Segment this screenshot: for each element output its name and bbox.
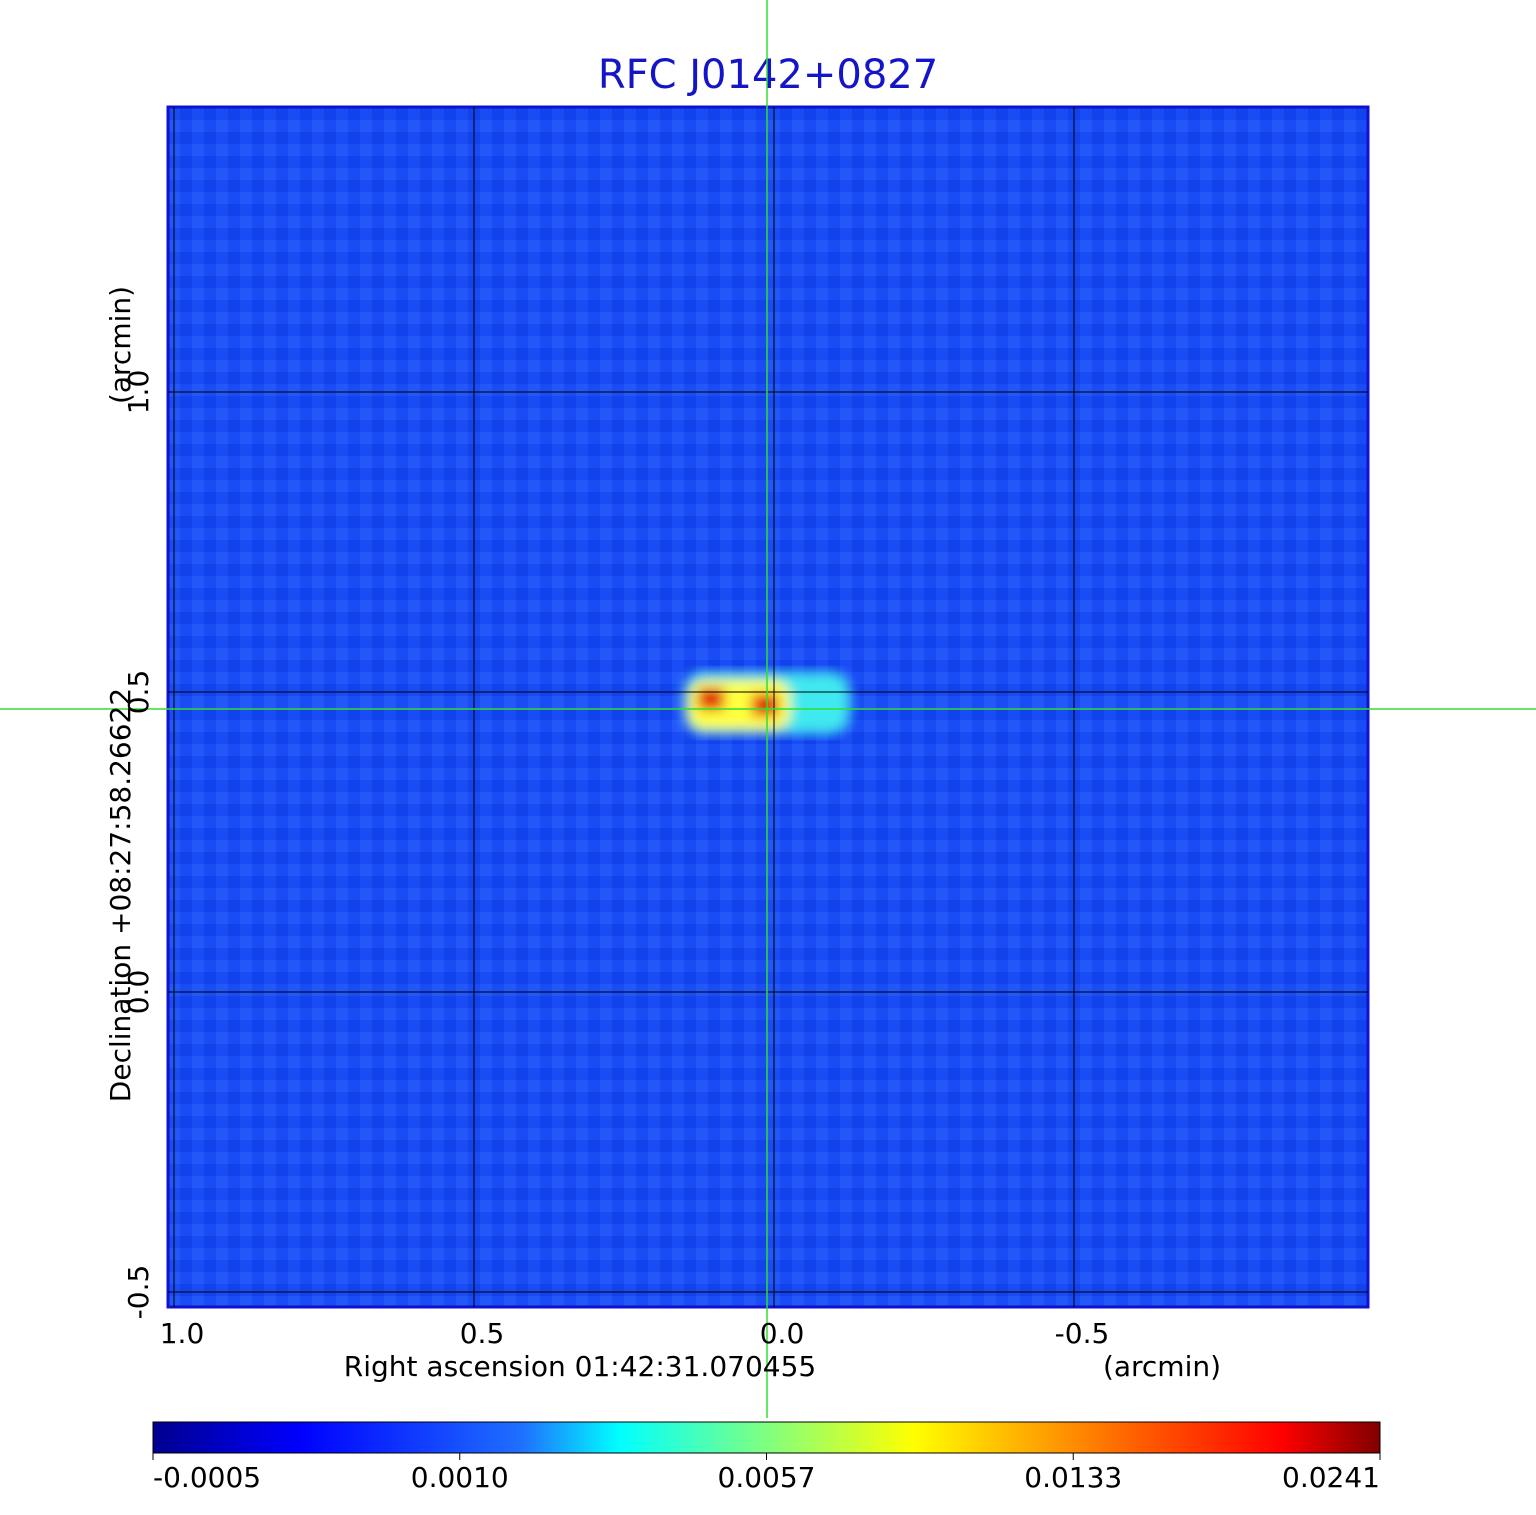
axes	[168, 107, 1368, 1307]
y-axis-unit: (arcmin)	[104, 286, 137, 404]
x-tick-label: -0.5	[1055, 1317, 1110, 1350]
x-axis-unit: (arcmin)	[1103, 1350, 1221, 1383]
y-tick-label: 0.5	[122, 670, 155, 715]
colorbar-tick-label: -0.0005	[153, 1461, 261, 1494]
x-tick-label: 0.0	[760, 1317, 805, 1350]
x-tick-label: 1.0	[160, 1317, 205, 1350]
colorbar-tick-label: 0.0057	[718, 1461, 816, 1494]
colorbar	[152, 1421, 1381, 1454]
colorbar-tick-label: 0.0241	[1282, 1461, 1380, 1494]
colorbar-tick-label: 0.0133	[1024, 1461, 1122, 1494]
y-tick-label: 1.0	[122, 370, 155, 415]
y-axis-label: Declination +08:27:58.26622	[104, 688, 137, 1102]
x-axis-label: Right ascension 01:42:31.070455	[344, 1350, 816, 1383]
y-tick-label: -0.5	[122, 1265, 155, 1320]
y-tick-label: 0.0	[122, 970, 155, 1015]
colorbar-tick-label: 0.0010	[411, 1461, 509, 1494]
x-tick-label: 0.5	[460, 1317, 505, 1350]
chart-title: RFC J0142+0827	[598, 52, 938, 98]
